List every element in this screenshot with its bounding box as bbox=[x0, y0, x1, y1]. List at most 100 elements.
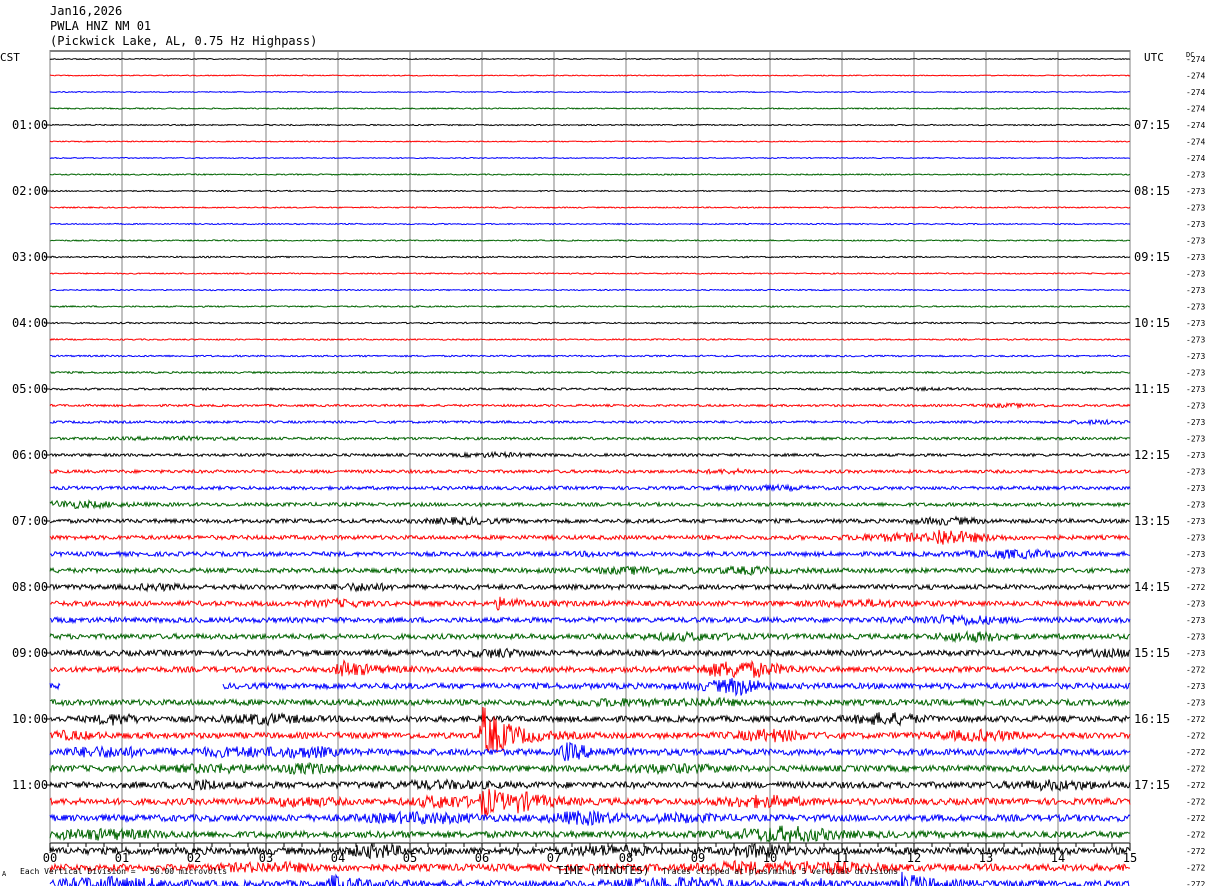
seismic-trace bbox=[49, 741, 1131, 762]
axis-labels: 00 01 02 03 04 05 06 07 08 09 10 11 12 13 14 15 TIME (MI… bbox=[0, 51, 1205, 886]
seismic-trace bbox=[49, 581, 1131, 593]
seismic-trace bbox=[49, 450, 1131, 459]
cst-hour-label: 04:00 bbox=[12, 316, 48, 330]
dc-offset-label: -273 bbox=[1186, 682, 1205, 691]
seismic-trace bbox=[49, 321, 1131, 325]
x-tick-label: 04 bbox=[331, 851, 345, 865]
station-label: PWLA HNZ NM 01 bbox=[50, 19, 152, 33]
dc-offset-label: -273 bbox=[1186, 699, 1205, 708]
dc-offset-label: -272 bbox=[1186, 715, 1205, 724]
dc-offset-label: -273 bbox=[1186, 451, 1205, 460]
cst-hour-label: 10:00 bbox=[12, 712, 48, 726]
seismic-trace bbox=[49, 255, 1131, 259]
x-tick-label: 07 bbox=[547, 851, 561, 865]
seismic-trace bbox=[49, 825, 1131, 843]
seismic-trace bbox=[49, 778, 1131, 792]
dc-offset-label: -273 bbox=[1186, 270, 1205, 279]
dc-offset-label: -273 bbox=[1186, 468, 1205, 477]
dc-offset-label: -273 bbox=[1186, 171, 1205, 180]
dc-offset-label: -272 bbox=[1186, 798, 1205, 807]
utc-axis-label: UTC bbox=[1144, 51, 1164, 64]
dc-offset-label: -274 bbox=[1186, 72, 1205, 81]
dc-offset-label: -273 bbox=[1186, 253, 1205, 262]
x-tick-label: 15 bbox=[1123, 851, 1137, 865]
utc-hour-label: 15:15 bbox=[1134, 646, 1170, 660]
dc-offset-label: -272 bbox=[1186, 666, 1205, 675]
cst-hour-label: 02:00 bbox=[12, 184, 48, 198]
dc-offset-label: -274 bbox=[1186, 121, 1205, 130]
cst-hour-label: 11:00 bbox=[12, 778, 48, 792]
seismic-trace bbox=[49, 529, 1131, 545]
seismic-trace bbox=[49, 222, 1131, 226]
utc-hour-label: 11:15 bbox=[1134, 382, 1170, 396]
dc-offset-label: -272 bbox=[1186, 732, 1205, 741]
dc-offset-label: -273 bbox=[1186, 336, 1205, 345]
x-tick-label: 11 bbox=[835, 851, 849, 865]
dc-offset-label: -273 bbox=[1186, 319, 1205, 328]
seismic-trace bbox=[49, 140, 1130, 143]
seismic-trace bbox=[49, 74, 1131, 77]
utc-hour-label: 07:15 bbox=[1134, 118, 1170, 132]
seismic-trace bbox=[49, 467, 1131, 476]
cst-axis-label: CST bbox=[0, 51, 20, 64]
dc-offset-label: -273 bbox=[1186, 303, 1205, 312]
utc-hour-label: 13:15 bbox=[1134, 514, 1170, 528]
dc-offset-label: -273 bbox=[1186, 237, 1205, 246]
seismic-trace bbox=[49, 711, 1131, 727]
dc-offset-label: -273 bbox=[1186, 534, 1205, 543]
seismic-trace bbox=[49, 57, 1131, 61]
dc-offset-label: -274 bbox=[1186, 154, 1205, 163]
dc-offset-label: -273 bbox=[1186, 352, 1205, 361]
seismic-trace bbox=[49, 402, 1131, 410]
seismic-trace bbox=[50, 354, 1131, 358]
dc-offset-label: -273 bbox=[1186, 501, 1205, 510]
dc-offset-label: -273 bbox=[1186, 369, 1205, 378]
seismic-trace bbox=[49, 515, 1131, 526]
seismic-trace bbox=[49, 647, 1131, 659]
dc-offset-label: -273 bbox=[1186, 600, 1205, 609]
corner-mark: A bbox=[2, 870, 7, 878]
dc-offset-label: -272 bbox=[1186, 781, 1205, 790]
seismic-trace bbox=[49, 156, 1130, 160]
x-tick-label: 01 bbox=[115, 851, 129, 865]
cst-hour-label: 01:00 bbox=[12, 118, 48, 132]
dc-offset-label: -274 bbox=[1186, 105, 1205, 114]
seismic-trace bbox=[49, 659, 1131, 679]
dc-offset-label: -272 bbox=[1186, 583, 1205, 592]
seismic-trace bbox=[49, 434, 1131, 442]
seismic-trace bbox=[49, 107, 1131, 110]
x-tick-label: 03 bbox=[259, 851, 273, 865]
dc-offset-label: -273 bbox=[1186, 204, 1205, 213]
cst-hour-label: 05:00 bbox=[12, 382, 48, 396]
dc-offset-label: -273 bbox=[1186, 187, 1205, 196]
dc-offset-label: -274 bbox=[1186, 88, 1205, 97]
x-tick-label: 00 bbox=[43, 851, 57, 865]
cst-hour-label: 03:00 bbox=[12, 250, 48, 264]
trace-group bbox=[49, 57, 1131, 886]
seismic-trace bbox=[49, 762, 1131, 776]
x-tick-label: 09 bbox=[691, 851, 705, 865]
x-tick-label: 13 bbox=[979, 851, 993, 865]
seismic-trace bbox=[49, 483, 1131, 493]
dc-offset-label: -274 bbox=[1186, 55, 1205, 64]
utc-hour-label: 17:15 bbox=[1134, 778, 1170, 792]
dc-offset-label: -272 bbox=[1186, 748, 1205, 757]
seismic-trace bbox=[49, 304, 1131, 309]
utc-hour-label: 08:15 bbox=[1134, 184, 1170, 198]
seismic-trace bbox=[49, 288, 1131, 292]
seismic-trace bbox=[49, 677, 1131, 697]
dc-offset-label: -273 bbox=[1186, 220, 1205, 229]
dc-offset-label: -272 bbox=[1186, 831, 1205, 840]
seismic-trace bbox=[49, 499, 1131, 510]
seismic-trace bbox=[49, 706, 1131, 753]
dc-label: DC bbox=[1186, 51, 1194, 59]
utc-hour-label: 16:15 bbox=[1134, 712, 1170, 726]
utc-hour-label: 14:15 bbox=[1134, 580, 1170, 594]
cst-hour-label: 06:00 bbox=[12, 448, 48, 462]
x-tick-label: 05 bbox=[403, 851, 417, 865]
x-axis-title: TIME (MINUTES) bbox=[557, 864, 650, 877]
seismic-trace bbox=[49, 90, 1131, 94]
seismic-trace bbox=[49, 385, 1131, 392]
clip-note: Traces clipped at plus/minus 5 vertical … bbox=[662, 867, 899, 876]
